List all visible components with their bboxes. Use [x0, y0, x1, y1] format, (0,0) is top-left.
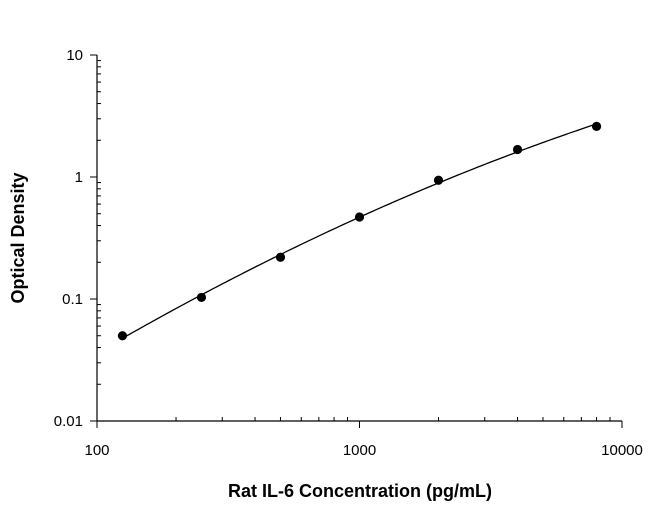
x-axis-title: Rat IL-6 Concentration (pg/mL) — [228, 481, 492, 501]
data-point — [196, 292, 207, 303]
data-point — [275, 252, 286, 262]
y-axis-title: Optical Density — [8, 172, 28, 303]
data-point — [117, 331, 128, 341]
data-point — [591, 121, 602, 131]
x-tick-label: 1000 — [343, 442, 376, 459]
data-points — [117, 121, 602, 341]
fit-curve-group — [122, 123, 597, 339]
fit-curve — [122, 123, 597, 339]
y-tick-label: 0.1 — [62, 291, 83, 308]
y-tick-label: 0.01 — [54, 413, 83, 430]
x-tick-label: 10000 — [601, 442, 643, 459]
tick-labels: 0.01 0.1 1 10 100 1000 10000 — [54, 47, 643, 459]
axes — [96, 55, 622, 422]
x-tick-label: 100 — [84, 442, 109, 459]
data-point — [433, 175, 444, 185]
y-tick-label: 10 — [66, 47, 83, 64]
data-point — [354, 212, 365, 222]
y-tick-label: 1 — [75, 169, 83, 186]
data-point — [512, 144, 523, 155]
axis-ticks — [90, 54, 623, 428]
